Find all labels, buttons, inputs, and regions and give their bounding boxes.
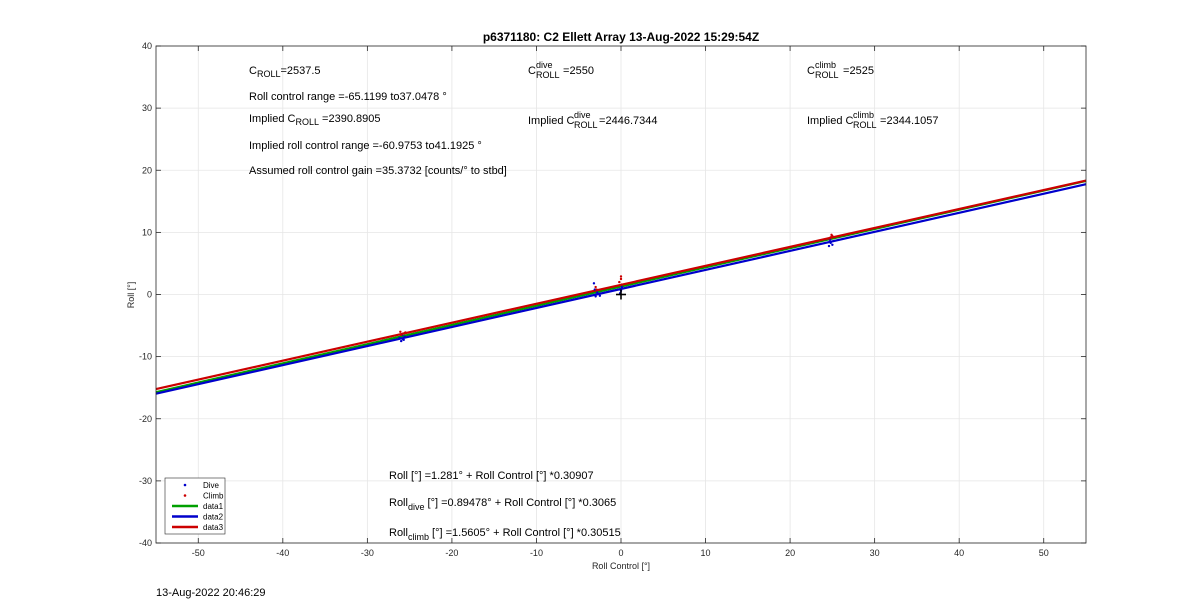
x-tick-label: 10 <box>701 548 711 558</box>
equation-dive: Rolldive [°] =0.89478° + Roll Control [°… <box>389 497 616 512</box>
y-tick-label: 40 <box>142 41 152 51</box>
point-dive <box>403 335 406 338</box>
point-dive <box>594 295 597 298</box>
y-tick-label: 0 <box>147 290 152 300</box>
annotation-c-climb: Cclimb ROLL =2525 <box>807 60 874 80</box>
y-tick-label: -20 <box>139 414 152 424</box>
x-tick-label: -30 <box>361 548 374 558</box>
legend-marker-dive <box>183 483 187 487</box>
point-dive <box>829 241 832 245</box>
y-axis-label: Roll [°] <box>126 282 136 309</box>
point-climb <box>829 236 832 239</box>
x-tick-label: -40 <box>276 548 289 558</box>
x-tick-label: -10 <box>530 548 543 558</box>
y-tick-label: -30 <box>139 476 152 486</box>
legend-label: Dive <box>203 481 220 490</box>
point-climb <box>399 330 402 333</box>
point-climb <box>618 280 621 284</box>
annotation-c-dive: Cdive ROLL =2550 <box>528 60 594 80</box>
legend-label: Climb <box>203 492 224 501</box>
point-climb <box>619 277 623 281</box>
x-tick-label: -50 <box>192 548 205 558</box>
point-dive <box>592 282 596 285</box>
y-tick-label: -10 <box>139 352 152 362</box>
data-points <box>398 233 834 343</box>
y-tick-label: -40 <box>139 538 152 548</box>
x-tick-label: 20 <box>785 548 795 558</box>
point-dive <box>598 294 602 297</box>
equation-climb: Rollclimb [°] =1.5605° + Roll Control [°… <box>389 527 621 542</box>
legend-marker-climb <box>183 494 187 497</box>
point-dive <box>399 339 403 343</box>
point-climb <box>399 333 403 337</box>
fit-line-data2 <box>155 183 1087 395</box>
point-dive <box>596 291 599 294</box>
footer-timestamp: 13-Aug-2022 20:46:29 <box>156 587 266 599</box>
annotation-implied-c-roll: Implied CROLL =2390.8905 <box>249 113 380 127</box>
origin-marker <box>616 289 626 300</box>
point-dive <box>593 288 596 291</box>
point-dive <box>831 243 834 246</box>
point-climb <box>595 288 598 291</box>
x-axis-label: Roll Control [°] <box>592 561 650 571</box>
point-climb <box>594 285 597 289</box>
annotation-implied-c-dive: Implied Cdive ROLL =2446.7344 <box>528 110 657 130</box>
legend-label: data1 <box>203 502 224 511</box>
x-tick-label: 50 <box>1039 548 1049 558</box>
point-dive <box>827 244 831 248</box>
annotation-roll-range: Roll control range =-65.1199 to37.0478 ° <box>249 91 447 103</box>
x-tick-label: 0 <box>618 548 623 558</box>
point-climb <box>403 331 406 335</box>
annotation-implied-range: Implied roll control range =-60.9753 to4… <box>249 140 482 152</box>
x-tick-label: 40 <box>954 548 964 558</box>
y-tick-label: 20 <box>142 165 152 175</box>
y-tick-label: 30 <box>142 103 152 113</box>
point-climb <box>620 283 624 286</box>
point-dive <box>402 338 405 342</box>
chart-title: p6371180: C2 Ellett Array 13-Aug-2022 15… <box>483 30 759 44</box>
annotation-c-roll: CROLL=2537.5 <box>249 65 321 79</box>
equation-all: Roll [°] =1.281° + Roll Control [°] *0.3… <box>389 470 594 482</box>
point-climb <box>831 234 834 238</box>
point-climb <box>619 275 623 278</box>
annotation-implied-c-climb: Implied Cclimb ROLL =2344.1057 <box>807 110 938 130</box>
point-climb <box>827 237 831 240</box>
legend-label: data2 <box>203 513 224 522</box>
point-dive <box>620 285 624 289</box>
x-tick-label: 30 <box>870 548 880 558</box>
legend-label: data3 <box>203 523 224 532</box>
x-tick-label: -20 <box>445 548 458 558</box>
point-dive <box>398 336 401 340</box>
annotation-gain: Assumed roll control gain =35.3732 [coun… <box>249 165 507 177</box>
axis-ticks: -50 -40 -30 -20 -10 0 10 20 30 40 50 -40 -30 -20 -10 0 1… <box>139 41 1086 558</box>
y-tick-label: 10 <box>142 227 152 237</box>
